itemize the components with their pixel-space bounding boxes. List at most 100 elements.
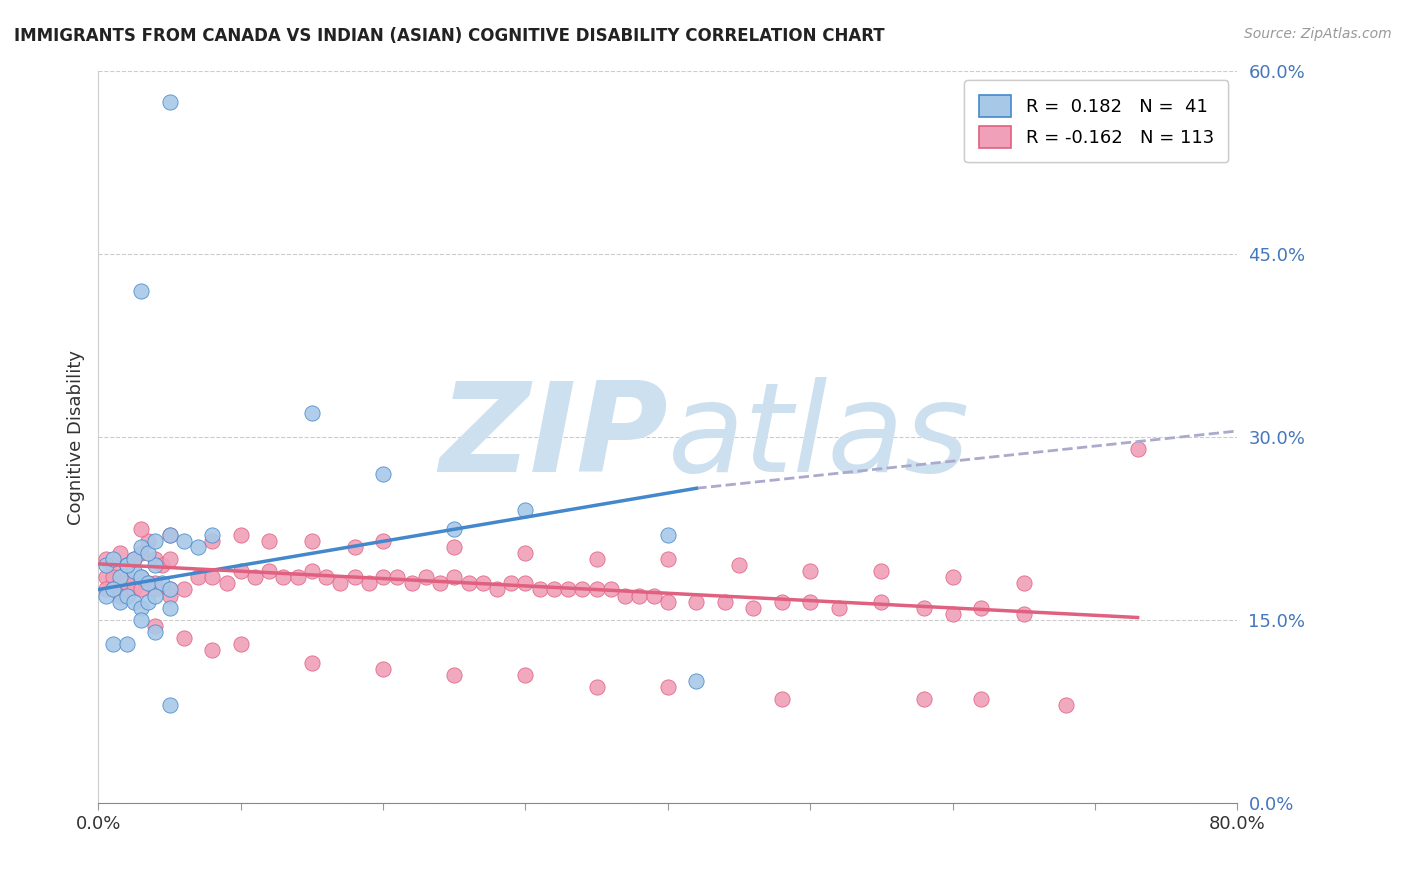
Point bbox=[173, 533, 195, 548]
Point bbox=[108, 570, 131, 584]
Point bbox=[315, 570, 337, 584]
Point bbox=[159, 589, 181, 603]
Point bbox=[145, 576, 167, 591]
Point bbox=[229, 637, 252, 651]
Point bbox=[159, 95, 181, 109]
Point bbox=[229, 564, 252, 578]
Point bbox=[159, 582, 181, 597]
Point bbox=[129, 521, 152, 535]
Point bbox=[122, 552, 145, 566]
Point bbox=[159, 698, 181, 713]
Point bbox=[136, 576, 159, 591]
Point bbox=[159, 527, 181, 541]
Point bbox=[122, 552, 145, 566]
Point bbox=[115, 570, 138, 584]
Point bbox=[243, 570, 266, 584]
Point bbox=[585, 552, 607, 566]
Point bbox=[173, 582, 195, 597]
Point bbox=[145, 558, 167, 573]
Point bbox=[657, 552, 679, 566]
Point bbox=[152, 558, 174, 573]
Point bbox=[159, 582, 181, 597]
Text: atlas: atlas bbox=[668, 376, 970, 498]
Point bbox=[136, 546, 159, 560]
Point bbox=[94, 558, 117, 573]
Point bbox=[628, 589, 651, 603]
Point bbox=[101, 570, 124, 584]
Point bbox=[501, 576, 523, 591]
Point bbox=[215, 576, 238, 591]
Point bbox=[373, 662, 395, 676]
Text: Source: ZipAtlas.com: Source: ZipAtlas.com bbox=[1244, 27, 1392, 41]
Point bbox=[108, 576, 131, 591]
Point bbox=[94, 570, 117, 584]
Point bbox=[343, 540, 366, 554]
Point bbox=[443, 521, 465, 535]
Point bbox=[329, 576, 352, 591]
Point bbox=[457, 576, 479, 591]
Point bbox=[657, 527, 679, 541]
Point bbox=[259, 533, 281, 548]
Point bbox=[101, 582, 124, 597]
Point bbox=[557, 582, 579, 597]
Point bbox=[287, 570, 309, 584]
Point bbox=[173, 632, 195, 646]
Point bbox=[515, 667, 537, 681]
Point bbox=[122, 594, 145, 608]
Point bbox=[515, 503, 537, 517]
Point bbox=[101, 558, 124, 573]
Point bbox=[443, 570, 465, 584]
Point bbox=[685, 673, 707, 688]
Point bbox=[145, 582, 167, 597]
Point bbox=[357, 576, 380, 591]
Point bbox=[94, 582, 117, 597]
Point bbox=[201, 533, 224, 548]
Point bbox=[129, 570, 152, 584]
Point bbox=[401, 576, 423, 591]
Point bbox=[543, 582, 565, 597]
Point bbox=[643, 589, 665, 603]
Point bbox=[657, 594, 679, 608]
Point bbox=[115, 576, 138, 591]
Point bbox=[515, 576, 537, 591]
Point bbox=[229, 527, 252, 541]
Point bbox=[259, 564, 281, 578]
Point bbox=[770, 692, 793, 706]
Point bbox=[799, 594, 821, 608]
Point bbox=[129, 284, 152, 298]
Point bbox=[145, 625, 167, 640]
Point bbox=[101, 552, 124, 566]
Point bbox=[129, 546, 152, 560]
Point bbox=[685, 594, 707, 608]
Point bbox=[145, 619, 167, 633]
Point bbox=[486, 582, 509, 597]
Point bbox=[145, 533, 167, 548]
Point bbox=[912, 600, 935, 615]
Point bbox=[529, 582, 551, 597]
Point bbox=[1012, 607, 1035, 621]
Point bbox=[122, 564, 145, 578]
Point bbox=[870, 564, 893, 578]
Point bbox=[799, 564, 821, 578]
Point bbox=[122, 582, 145, 597]
Point bbox=[942, 607, 965, 621]
Point bbox=[108, 589, 131, 603]
Point bbox=[742, 600, 765, 615]
Point bbox=[159, 600, 181, 615]
Legend: R =  0.182   N =  41, R = -0.162   N = 113: R = 0.182 N = 41, R = -0.162 N = 113 bbox=[965, 80, 1229, 162]
Point bbox=[1012, 576, 1035, 591]
Point bbox=[129, 600, 152, 615]
Point bbox=[429, 576, 451, 591]
Point bbox=[129, 613, 152, 627]
Point bbox=[373, 533, 395, 548]
Point bbox=[301, 564, 323, 578]
Point bbox=[415, 570, 437, 584]
Point bbox=[343, 570, 366, 584]
Point bbox=[115, 558, 138, 573]
Point bbox=[159, 552, 181, 566]
Point bbox=[159, 527, 181, 541]
Point bbox=[1126, 442, 1149, 457]
Point bbox=[471, 576, 494, 591]
Point bbox=[585, 582, 607, 597]
Point bbox=[515, 546, 537, 560]
